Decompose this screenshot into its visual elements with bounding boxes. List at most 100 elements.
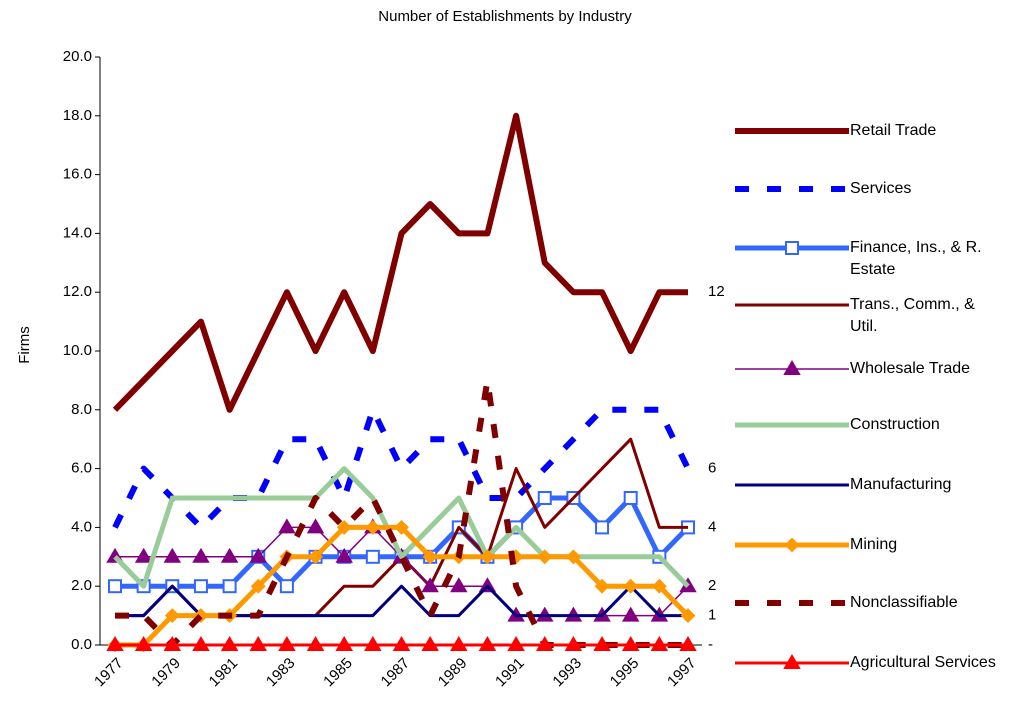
legend-item: Nonclassifiable [733,592,1003,642]
point [392,636,411,651]
point [421,636,439,651]
legend-label: Services [850,180,912,197]
value-label: 2 [708,577,716,594]
point [278,636,296,651]
x-tick-label: 1997 [664,655,700,691]
point [249,636,267,651]
legend-swatch [735,654,849,669]
point [134,636,153,651]
x-tick-label: 1987 [378,655,414,691]
legend-label: Wholesale Trade [850,360,971,377]
legend-marker [783,360,801,375]
point [220,636,239,651]
series-line [113,466,690,589]
point [193,579,208,594]
y-tick-label: 8.0 [71,401,92,418]
legend-item: Construction [733,414,1003,464]
y-tick-label: 6.0 [71,460,92,477]
point [163,636,182,651]
point [394,519,409,535]
legend-label: Retail Trade [850,122,937,139]
point [192,547,210,563]
point [565,549,581,565]
x-tick-label: 1991 [492,655,528,691]
point [134,547,153,563]
value-label: 12 [708,283,725,300]
y-axis-label: Firms [16,326,33,364]
point [365,519,381,535]
point [536,636,554,651]
point [336,519,352,535]
point [164,608,180,624]
legend-swatch [735,186,849,192]
point [623,578,639,594]
point [421,577,439,593]
legend-item: Retail Trade [733,120,1003,170]
legend-swatch [735,600,849,606]
point [623,491,638,505]
y-tick-label: 10.0 [63,342,92,359]
point [593,636,611,651]
legend-item: Finance, Ins., & R. Estate [733,237,1003,287]
legend-swatch [735,128,849,134]
point [222,579,237,594]
point [220,547,239,563]
point [249,547,267,563]
point [306,518,325,534]
legend-label: Nonclassifiable [850,594,958,611]
series-line [112,112,688,413]
point [478,636,497,651]
point [564,636,583,651]
x-tick-label: 1981 [206,655,242,691]
series-line [115,377,688,648]
legend-label: Construction [850,416,940,433]
value-label: - [708,636,713,653]
x-tick-label: 1993 [549,655,585,691]
legend-label: Manufacturing [850,476,952,493]
legend-item: Manufacturing [733,474,1003,524]
point [308,549,323,565]
legend-item: Agricultural Services [733,652,1003,702]
point [364,636,382,651]
legend-swatch [735,483,849,487]
legend-item: Wholesale Trade [733,358,1003,408]
x-tick-label: 1989 [435,655,471,691]
x-tick-label: 1979 [148,655,184,691]
point [680,608,696,624]
y-tick-label: 14.0 [63,224,92,241]
point [537,491,552,505]
value-label: 4 [708,518,716,535]
chart-title: Number of Establishments by Industry [378,8,632,25]
point [650,636,669,651]
point [679,636,697,651]
legend-marker [783,654,801,669]
legend-label: Trans., Comm., & Util. [850,296,975,335]
legend-marker [784,537,800,553]
point [450,577,468,593]
legend-swatch [735,422,849,428]
legend-swatch [735,537,849,553]
x-tick-label: 1985 [320,655,356,691]
legend-label: Finance, Ins., & R. Estate [850,239,982,278]
value-label: 1 [708,607,716,624]
legend-item: Mining [733,534,1003,584]
point [595,520,610,535]
x-tick-label: 1995 [607,655,643,691]
value-label: 6 [708,460,716,477]
legend-item: Trans., Comm., & Util. [733,294,1003,344]
series-line [112,406,691,531]
point [192,636,210,651]
y-tick-label: 20.0 [63,48,92,65]
point [335,636,353,651]
series-line [115,495,690,589]
legend-label: Agricultural Services [850,654,996,671]
point [480,549,495,565]
point [306,636,325,651]
legend-swatch [735,303,849,307]
point [594,578,610,594]
y-tick-label: 2.0 [71,577,92,594]
legend-item: Services [733,178,1003,228]
point [507,636,525,651]
